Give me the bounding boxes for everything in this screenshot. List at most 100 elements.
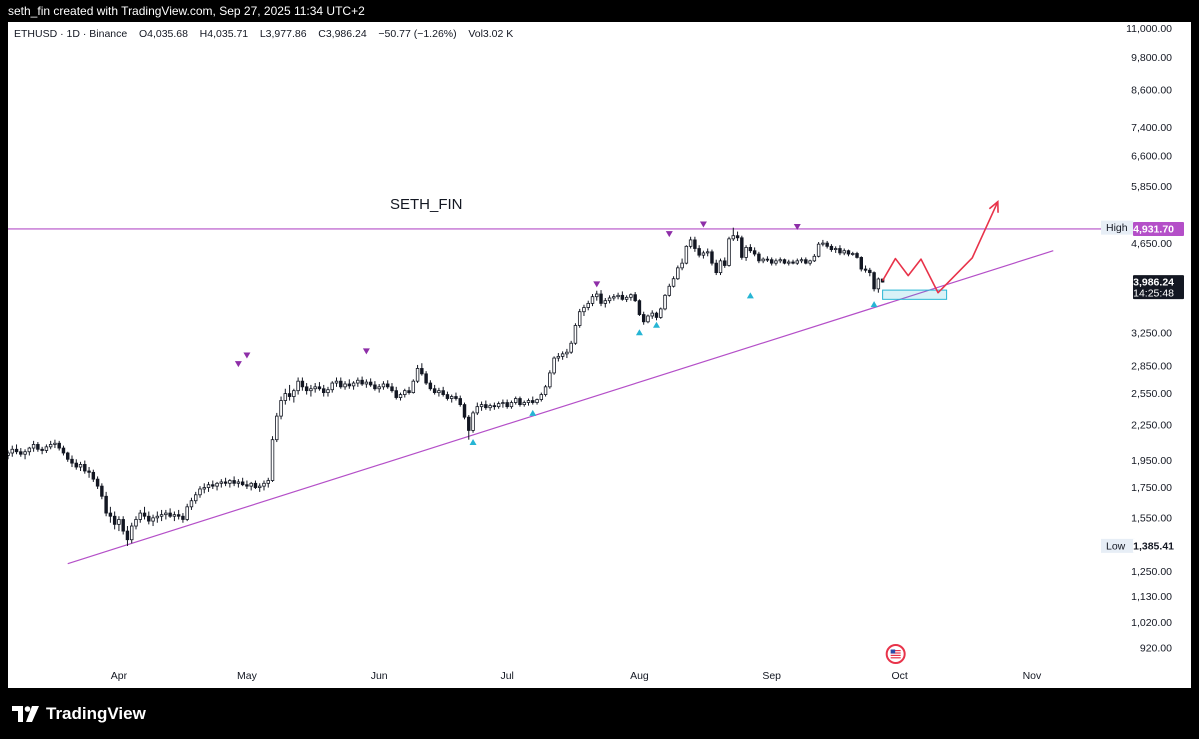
candle-body xyxy=(223,481,228,484)
candle xyxy=(121,516,125,535)
price-tick-label: 2,850.00 xyxy=(1131,360,1172,372)
candle-body xyxy=(727,238,731,266)
candle xyxy=(245,480,249,489)
candle-body xyxy=(151,517,155,522)
candle-body xyxy=(385,383,390,388)
candle-body xyxy=(44,446,49,451)
candle-body xyxy=(863,268,868,271)
price-tick-label: 4,650.00 xyxy=(1131,238,1172,250)
timeframe[interactable]: 1D xyxy=(66,28,80,40)
candle-body xyxy=(347,383,352,387)
candle xyxy=(816,242,821,258)
chart-panel[interactable]: SETH_FIN 11,000.00 9,800.00 8,600.00 7,400.… xyxy=(8,22,1191,688)
candle-body xyxy=(420,368,424,375)
candle xyxy=(151,514,155,527)
candle-body xyxy=(112,515,117,525)
candle-body xyxy=(833,248,838,251)
candle-body xyxy=(556,355,561,359)
candle xyxy=(595,290,599,301)
candle-body xyxy=(723,260,727,266)
candle xyxy=(765,256,770,263)
candle xyxy=(637,299,642,316)
candle-body xyxy=(633,294,637,302)
candle xyxy=(313,383,317,393)
candle xyxy=(616,292,620,300)
candle xyxy=(509,400,514,409)
candle-body xyxy=(202,487,206,490)
candle-body xyxy=(612,296,616,299)
candle xyxy=(603,297,608,308)
buy-signal-marker xyxy=(469,439,477,446)
candle xyxy=(740,235,744,260)
candle xyxy=(445,391,450,401)
candle xyxy=(262,480,266,491)
buy-signal-marker xyxy=(652,321,660,328)
candle xyxy=(249,481,253,491)
low-price-badge-bg xyxy=(1133,538,1184,553)
candle xyxy=(317,382,322,391)
candle xyxy=(53,439,57,449)
candle xyxy=(748,244,753,253)
candle xyxy=(569,340,573,354)
candle-body xyxy=(57,442,61,449)
price-tick-label: 1,550.00 xyxy=(1131,512,1172,524)
candle-body xyxy=(14,448,19,453)
candle xyxy=(78,461,83,472)
chart-canvas[interactable]: SETH_FIN 11,000.00 9,800.00 8,600.00 7,400.… xyxy=(8,22,1191,688)
candle xyxy=(757,251,761,264)
candle-body xyxy=(262,482,266,487)
candle xyxy=(633,292,637,303)
candle-body xyxy=(377,386,381,390)
candle xyxy=(795,258,800,265)
candle xyxy=(334,377,339,387)
price-change: −50.77 (−1.26%) xyxy=(378,28,457,40)
candle xyxy=(347,379,352,389)
candle-body xyxy=(270,439,275,481)
candle-body xyxy=(838,248,842,254)
low-price-badge-label: Low xyxy=(1106,540,1126,552)
price-tick-label: 6,600.00 xyxy=(1131,151,1172,163)
candle xyxy=(66,451,70,462)
candle xyxy=(663,294,667,311)
candle xyxy=(368,378,373,387)
candle-body xyxy=(330,382,334,391)
candle-body xyxy=(215,482,219,487)
candle-body xyxy=(334,380,339,384)
candle-body xyxy=(411,380,416,394)
candle xyxy=(304,383,309,395)
symbol-name[interactable]: ETHUSD xyxy=(14,28,58,40)
candle xyxy=(710,249,714,266)
symbol-info-line: ETHUSD · 1D · Binance O4,035.68 H4,035.7… xyxy=(14,28,514,40)
candle xyxy=(838,245,842,256)
candle-body xyxy=(296,380,300,392)
markers-layer xyxy=(234,221,878,446)
candle-body xyxy=(189,500,194,508)
candle-body xyxy=(586,302,590,308)
candle-body xyxy=(394,390,398,398)
candle xyxy=(735,231,740,241)
candle xyxy=(91,469,96,482)
candle xyxy=(535,398,539,405)
candle-body xyxy=(522,402,526,405)
month-tick-label: Nov xyxy=(1023,670,1042,682)
candle-body xyxy=(66,452,70,460)
candle xyxy=(172,511,177,522)
candle-body xyxy=(432,388,437,394)
candle xyxy=(842,248,846,256)
candle-body xyxy=(697,248,701,256)
candle xyxy=(812,254,817,263)
candle-body xyxy=(868,269,872,274)
candle-body xyxy=(701,252,706,256)
candle xyxy=(475,402,480,416)
candle-body xyxy=(526,400,531,403)
candle-body xyxy=(641,314,646,323)
candle xyxy=(701,250,706,259)
candle xyxy=(138,509,142,523)
candle-body xyxy=(825,242,829,247)
sell-signal-marker xyxy=(593,281,601,288)
us-flag-event-icon[interactable] xyxy=(885,644,906,664)
candle xyxy=(782,258,787,265)
tradingview-logo[interactable]: TradingView xyxy=(12,704,146,724)
candle-body xyxy=(172,514,177,517)
